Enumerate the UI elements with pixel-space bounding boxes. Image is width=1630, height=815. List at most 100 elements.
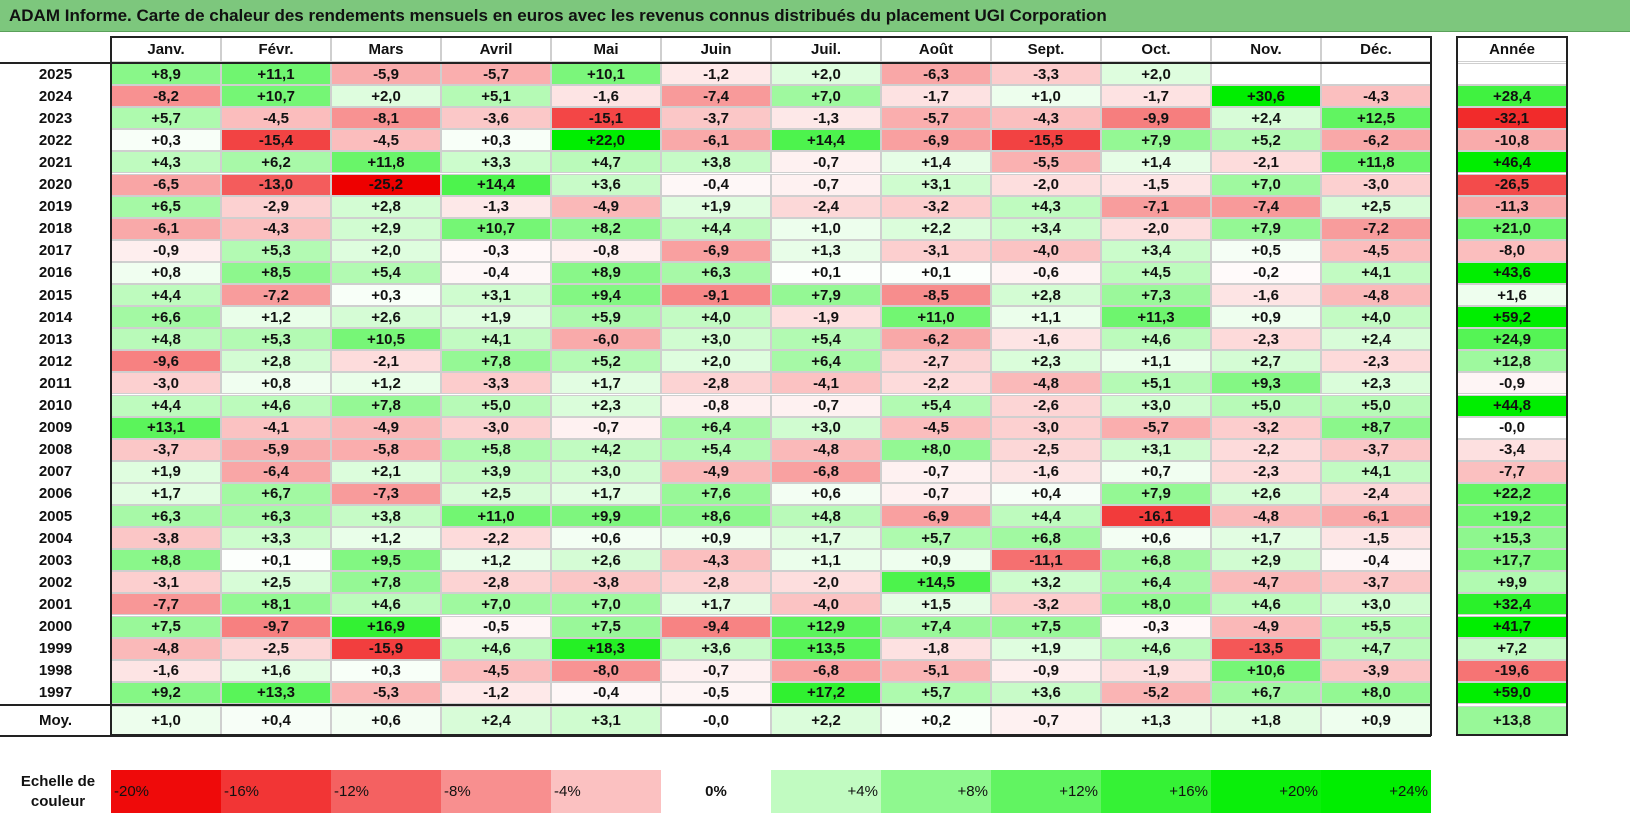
- heatmap-cell: +7,9: [1101, 129, 1211, 152]
- annual-return-cell: +9,9: [1457, 571, 1567, 594]
- heatmap-cell: +10,7: [441, 217, 551, 240]
- heatmap-cell: -6,1: [1321, 505, 1431, 528]
- heatmap-cell: +4,4: [111, 394, 221, 417]
- heatmap-cell: -3,0: [991, 416, 1101, 439]
- heatmap-cell: +14,4: [441, 173, 551, 196]
- heatmap-cell: -6,4: [221, 460, 331, 483]
- heatmap-cell: +2,5: [221, 571, 331, 594]
- heatmap-cell: +2,2: [881, 217, 991, 240]
- heatmap-cell: +4,4: [991, 505, 1101, 528]
- average-cell: +0,6: [331, 705, 441, 735]
- heatmap-cell: -3,1: [111, 571, 221, 594]
- average-cell: +1,0: [111, 705, 221, 735]
- row-year-label: 2023: [38, 109, 73, 127]
- heatmap-cell: -4,8: [111, 637, 221, 660]
- heatmap-cell: -7,1: [1101, 195, 1211, 218]
- heatmap-cell: -5,5: [991, 151, 1101, 174]
- heatmap-cell: +2,0: [331, 85, 441, 108]
- annual-return-cell: -8,0: [1457, 239, 1567, 262]
- heatmap-cell: +3,4: [991, 217, 1101, 240]
- heatmap-cell: -4,5: [331, 129, 441, 152]
- month-header: Avril: [441, 37, 551, 62]
- heatmap-cell: -2,8: [441, 571, 551, 594]
- heatmap-cell: +2,0: [661, 350, 771, 373]
- heatmap-cell: +2,0: [771, 63, 881, 86]
- heatmap-cell: -4,3: [1321, 85, 1431, 108]
- heatmap-cell: +5,2: [1211, 129, 1321, 152]
- heatmap-cell: +0,7: [1101, 460, 1211, 483]
- legend-stop: -8%: [441, 770, 551, 813]
- heatmap-cell: -4,8: [1211, 505, 1321, 528]
- heatmap-cell: +3,6: [991, 681, 1101, 704]
- heatmap-cell: -0,3: [1101, 615, 1211, 638]
- heatmap-cell: -4,5: [441, 659, 551, 682]
- heatmap-cell: +1,6: [221, 659, 331, 682]
- heatmap-cell: -2,5: [221, 637, 331, 660]
- heatmap-cell: -0,4: [441, 261, 551, 284]
- heatmap-cell: +4,4: [111, 284, 221, 307]
- heatmap-cell: +8,9: [111, 63, 221, 86]
- heatmap-cell: -2,4: [771, 195, 881, 218]
- heatmap-cell: +1,9: [991, 637, 1101, 660]
- heatmap-cell: +0,9: [881, 549, 991, 572]
- heatmap-cell: +0,6: [771, 482, 881, 505]
- heatmap-cell: +4,1: [441, 328, 551, 351]
- heatmap-cell: +4,1: [1321, 261, 1431, 284]
- heatmap-cell: +1,5: [881, 593, 991, 616]
- row-year-label: 2017: [38, 242, 73, 260]
- row-year-label: 1998: [38, 662, 73, 680]
- heatmap-cell: -1,5: [1321, 527, 1431, 550]
- heatmap-cell: -5,9: [331, 63, 441, 86]
- heatmap-cell: -0,5: [441, 615, 551, 638]
- heatmap-cell: +18,3: [551, 637, 661, 660]
- row-year-label: 2001: [38, 595, 73, 613]
- heatmap-cell: -8,0: [551, 659, 661, 682]
- heatmap-cell: +0,3: [331, 284, 441, 307]
- heatmap-cell: +7,9: [1101, 482, 1211, 505]
- heatmap-cell: -4,9: [551, 195, 661, 218]
- heatmap-cell: -9,9: [1101, 107, 1211, 130]
- legend-stop: +24%: [1321, 770, 1431, 813]
- average-cell: +0,2: [881, 705, 991, 735]
- heatmap-cell: +3,8: [661, 151, 771, 174]
- heatmap-cell: +5,4: [771, 328, 881, 351]
- heatmap-cell: +22,0: [551, 129, 661, 152]
- heatmap-cell: +0,5: [1211, 239, 1321, 262]
- heatmap-cell: +1,0: [991, 85, 1101, 108]
- heatmap-cell: +4,2: [551, 438, 661, 461]
- annual-return-cell: +41,7: [1457, 615, 1567, 638]
- heatmap-cell: -3,1: [881, 239, 991, 262]
- heatmap-cell: -9,6: [111, 350, 221, 373]
- heatmap-cell: -3,7: [1321, 571, 1431, 594]
- heatmap-cell: -2,2: [441, 527, 551, 550]
- annual-return-cell: +24,9: [1457, 328, 1567, 351]
- annual-return-cell: +28,4: [1457, 85, 1567, 108]
- annual-return-cell: +17,7: [1457, 549, 1567, 572]
- heatmap-cell: +2,1: [331, 460, 441, 483]
- row-year-label: 2006: [38, 485, 73, 503]
- heatmap-cell: -4,3: [991, 107, 1101, 130]
- heatmap-cell: -1,2: [441, 681, 551, 704]
- month-header: Janv.: [111, 37, 221, 62]
- heatmap-cell: +7,8: [441, 350, 551, 373]
- heatmap-cell: +6,3: [221, 505, 331, 528]
- annual-return-cell: -10,8: [1457, 129, 1567, 152]
- heatmap-cell: -8,1: [331, 107, 441, 130]
- heatmap-cell: -3,7: [1321, 438, 1431, 461]
- heatmap-cell: -0,7: [881, 460, 991, 483]
- heatmap-cell: +5,7: [111, 107, 221, 130]
- heatmap-cell: -6,8: [771, 659, 881, 682]
- heatmap-cell: +3,3: [221, 527, 331, 550]
- heatmap-cell: -2,0: [771, 571, 881, 594]
- heatmap-cell: +7,9: [1211, 217, 1321, 240]
- heatmap-cell: +5,4: [881, 394, 991, 417]
- heatmap-cell: -1,9: [771, 306, 881, 329]
- legend-stop: +12%: [991, 770, 1101, 813]
- row-year-label: 2014: [38, 308, 73, 326]
- row-year-label: 2003: [38, 551, 73, 569]
- month-header: Mai: [551, 37, 661, 62]
- heatmap-cell: +3,0: [1101, 394, 1211, 417]
- row-year-label: 2000: [38, 618, 73, 636]
- heatmap-cell: -25,2: [331, 173, 441, 196]
- heatmap-cell: +7,3: [1101, 284, 1211, 307]
